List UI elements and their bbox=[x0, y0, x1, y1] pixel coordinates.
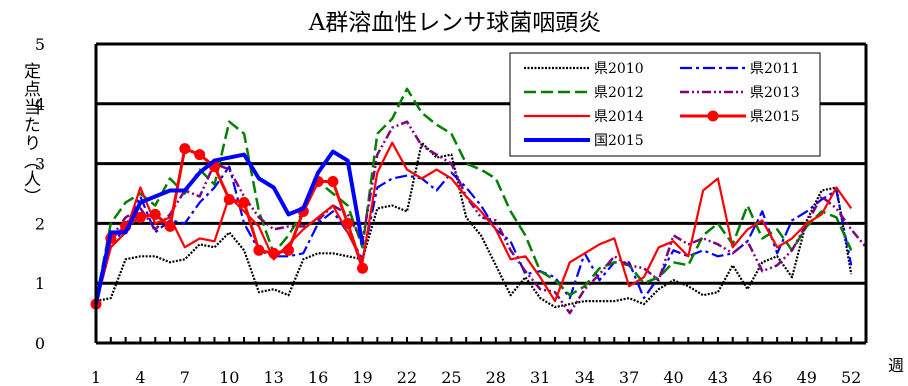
series-line bbox=[95, 141, 853, 309]
series-line bbox=[94, 165, 853, 302]
series-point bbox=[134, 211, 146, 223]
series-point bbox=[268, 247, 280, 259]
series-line bbox=[94, 141, 853, 305]
x-tick-label: 37 bbox=[619, 368, 639, 386]
series-line bbox=[94, 120, 867, 315]
legend-marker bbox=[707, 110, 719, 122]
y-tick-label: 3 bbox=[35, 155, 45, 174]
x-tick-label: 1 bbox=[91, 368, 101, 386]
y-tick-label: 4 bbox=[35, 95, 45, 114]
x-tick-label: 16 bbox=[308, 368, 328, 386]
chart-title: A群溶血性レンサ球菌咽頭炎 bbox=[308, 10, 602, 36]
series-point bbox=[194, 149, 206, 161]
y-axis-label-text: 定点当たり（人） bbox=[20, 62, 41, 206]
legend: 県2010 県2011 県2012 県2013 県2014 県2015 国2015 bbox=[509, 52, 821, 157]
x-tick-label: 13 bbox=[264, 368, 284, 386]
x-ticks: 1 4 7 10 13 16 19 22 25 28 31 34 37 40 43 46 49 52 bbox=[91, 368, 861, 386]
series-point bbox=[327, 176, 339, 188]
x-tick-label: 34 bbox=[574, 368, 594, 386]
x-tick-label: 31 bbox=[530, 368, 550, 386]
series-point bbox=[238, 196, 250, 208]
x-tick-label: 19 bbox=[352, 368, 372, 386]
x-tick-label: 49 bbox=[797, 368, 817, 386]
x-tick-label: 22 bbox=[397, 368, 417, 386]
y-axis-label: 定点当たり（人） bbox=[20, 62, 41, 206]
x-tick-label: 46 bbox=[752, 368, 772, 386]
x-tick-label: 40 bbox=[663, 368, 683, 386]
y-tick-label: 1 bbox=[35, 274, 45, 293]
series-group bbox=[90, 87, 867, 315]
series-point bbox=[342, 217, 354, 229]
legend-label: 県2010 bbox=[594, 61, 644, 77]
y-tick-label: 0 bbox=[35, 334, 45, 353]
series-point bbox=[164, 220, 176, 232]
legend-label: 県2011 bbox=[750, 61, 800, 77]
x-tick-label: 7 bbox=[180, 368, 190, 386]
legend-label: 県2013 bbox=[750, 85, 800, 101]
series-point bbox=[283, 244, 294, 256]
x-tick-label: 4 bbox=[135, 368, 145, 386]
x-tick-label: 10 bbox=[219, 368, 239, 386]
x-tick-label: 43 bbox=[708, 368, 728, 386]
y-tick-label: 5 bbox=[35, 35, 45, 54]
series-point bbox=[149, 208, 161, 220]
y-ticks: 0 1 2 3 4 5 bbox=[35, 35, 45, 353]
axes bbox=[94, 42, 868, 345]
y-tick-label: 2 bbox=[35, 214, 45, 233]
x-tick-label: 52 bbox=[841, 368, 861, 386]
series-point bbox=[357, 262, 369, 274]
legend-label: 県2015 bbox=[750, 109, 800, 125]
x-axis-label: 週 bbox=[888, 356, 904, 375]
series-line bbox=[94, 87, 853, 302]
series-point bbox=[179, 143, 191, 155]
series-point bbox=[253, 244, 265, 256]
legend-label: 県2012 bbox=[594, 85, 644, 101]
legend-label: 県2014 bbox=[594, 109, 644, 125]
x-tick-label: 28 bbox=[486, 368, 506, 386]
legend-label: 国2015 bbox=[594, 133, 644, 149]
x-tick-label: 25 bbox=[441, 368, 461, 386]
series-point bbox=[223, 193, 235, 205]
series-line bbox=[94, 149, 365, 305]
